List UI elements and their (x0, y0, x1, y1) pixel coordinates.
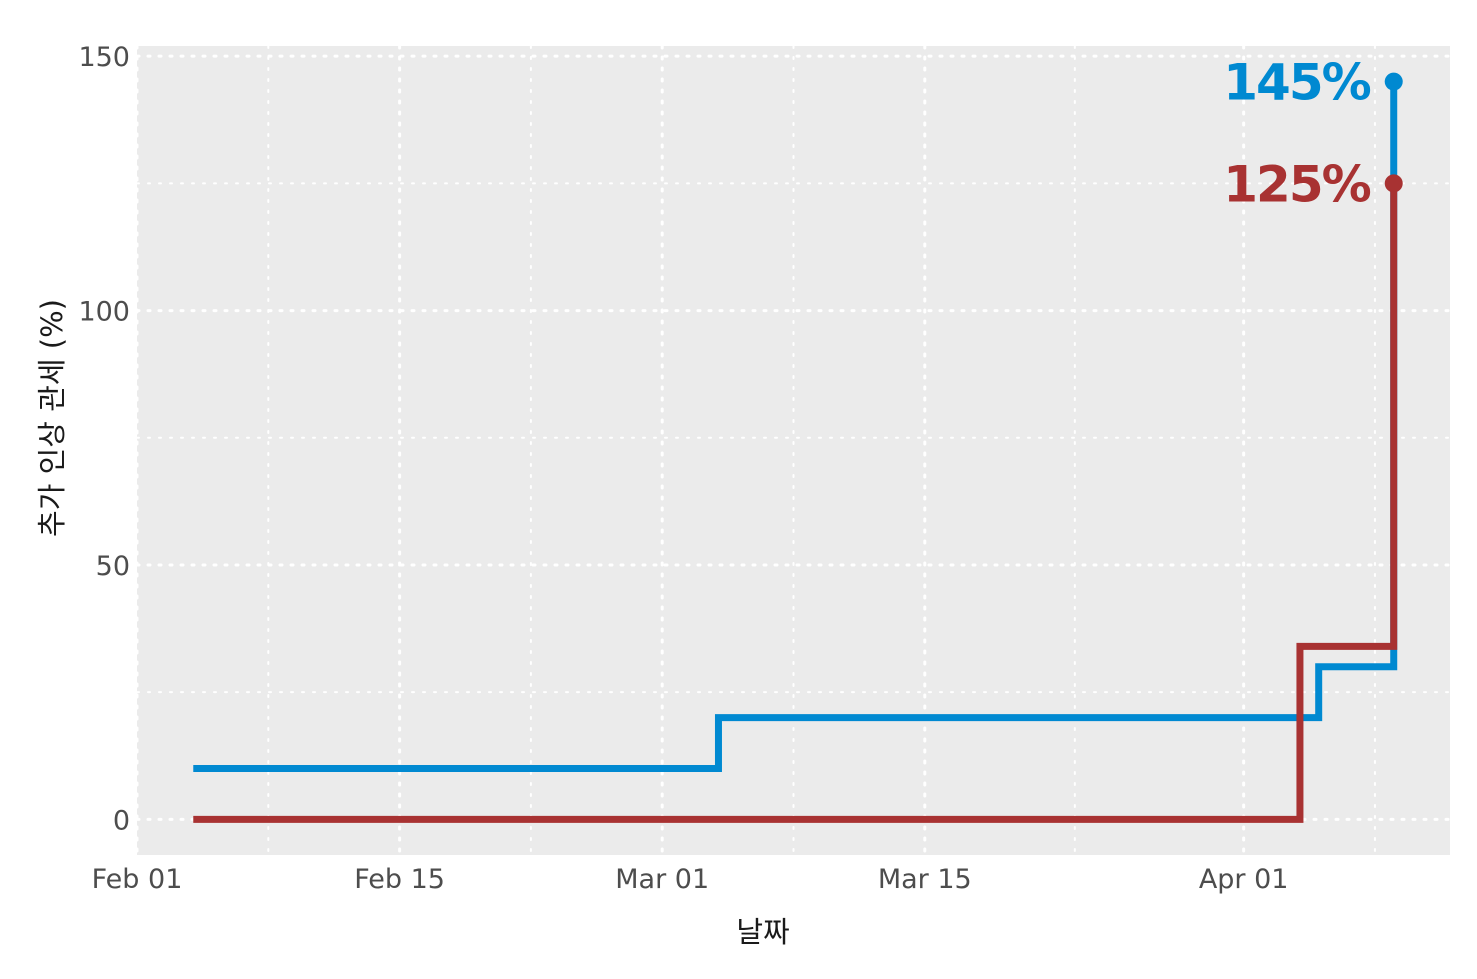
x-tick-label: Feb 15 (354, 864, 445, 895)
series-line-1 (193, 81, 1398, 773)
y-tick-label: 150 (78, 42, 130, 73)
end-labels: 145% 125% (1223, 54, 1372, 214)
x-tick-label: Apr 01 (1199, 864, 1289, 895)
series-line-2 (193, 183, 1398, 823)
series-end-label-2: 125% (1223, 155, 1370, 213)
x-axis-title: 날짜 (736, 915, 789, 949)
y-tick-label: 100 (78, 297, 130, 328)
series-end-label-1: 145% (1223, 54, 1370, 112)
series-end-point-1 (1384, 72, 1403, 91)
y-tick-label: 50 (96, 551, 130, 582)
x-tick-label: Mar 01 (615, 864, 709, 895)
y-tick-label: 0 (113, 805, 130, 836)
y-axis-title: 추가 인상 관세 (%) (35, 299, 69, 537)
x-tick-label: Feb 01 (92, 864, 183, 895)
x-tick-label: Mar 15 (878, 864, 972, 895)
series-lines (193, 72, 1403, 823)
y-tick-labels: 0 50 100 150 (78, 42, 130, 836)
x-tick-labels: Feb 01 Feb 15 Mar 01 Mar 15 Apr 01 (92, 864, 1289, 895)
series-end-point-2 (1384, 174, 1403, 193)
